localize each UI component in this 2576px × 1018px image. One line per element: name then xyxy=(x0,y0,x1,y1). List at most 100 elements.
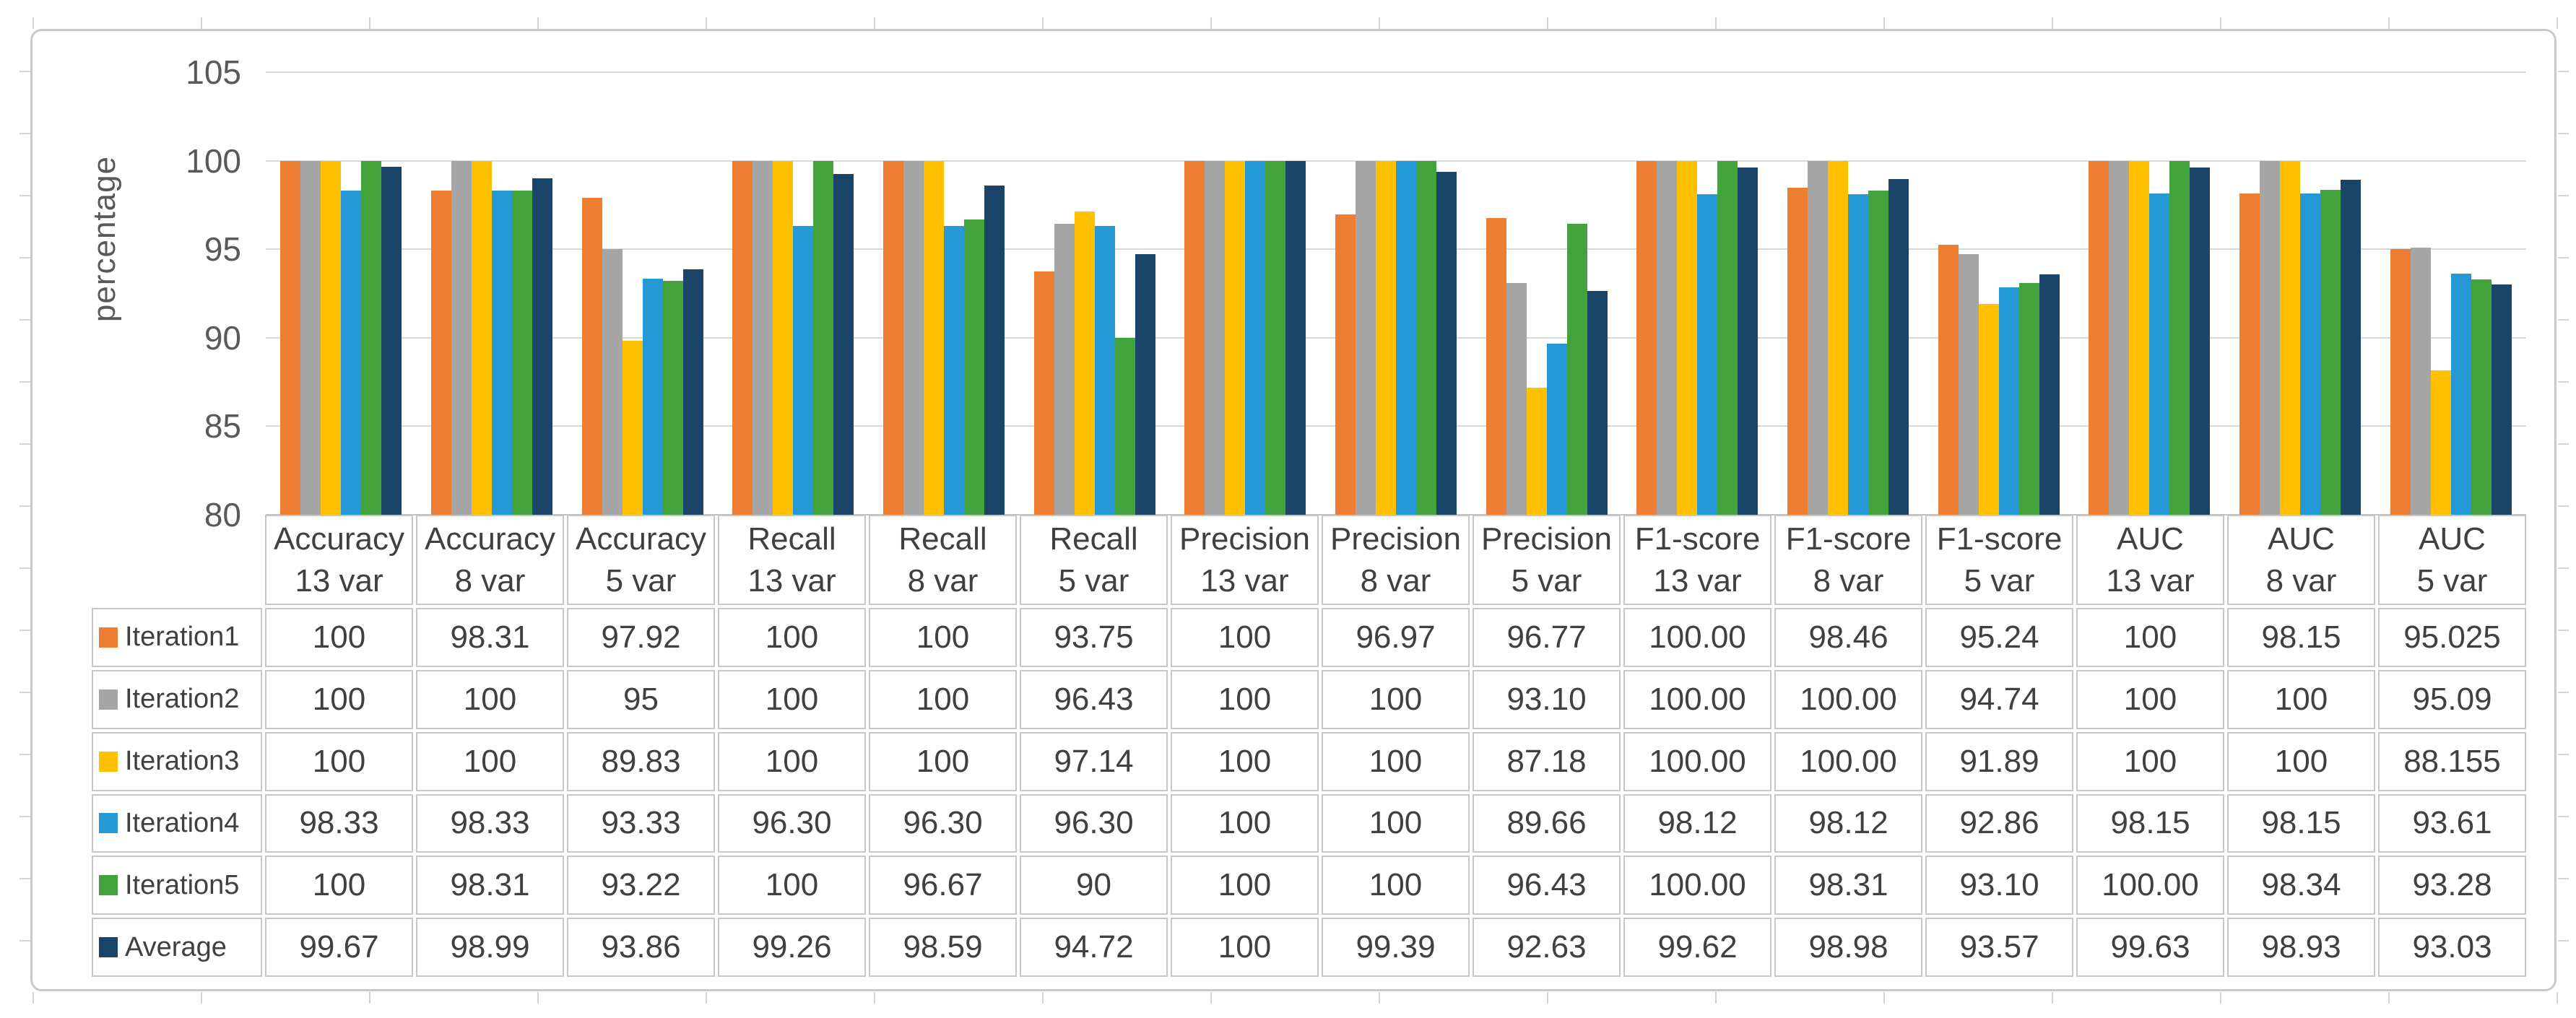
bar-iteration2 xyxy=(602,249,623,515)
category-metric-label: Precision xyxy=(1179,521,1310,557)
gridline-stub-top xyxy=(1379,17,1380,29)
category-header-cell: AUC 8 var xyxy=(2227,515,2375,605)
table-value-cell: 89.66 xyxy=(1473,793,1621,853)
table-value-cell: 87.18 xyxy=(1473,731,1621,791)
gridline-stub-top xyxy=(2557,17,2558,29)
category-metric-label: F1-score xyxy=(1634,521,1761,557)
table-value-cell: 100.00 xyxy=(1623,731,1771,791)
bar-average xyxy=(1135,254,1155,515)
table-value-cell: 98.99 xyxy=(416,918,564,977)
table-value-cell: 94.72 xyxy=(1020,918,1168,977)
bar-iteration4 xyxy=(1848,193,1868,515)
gridline-stub-right xyxy=(2558,381,2569,383)
bar-cluster xyxy=(883,160,1005,515)
y-tick-label: 105 xyxy=(186,53,241,91)
gridline-stub-right xyxy=(2558,319,2569,321)
table-value-cell: 93.57 xyxy=(1925,918,2073,977)
table-value-cell: 100 xyxy=(869,669,1017,729)
gridline-stub-top xyxy=(2220,17,2221,29)
gridline-stub-top xyxy=(1883,17,1885,29)
table-value-cell: 95.09 xyxy=(2378,669,2526,729)
table-value-cell: 96.67 xyxy=(869,856,1017,915)
table-value-cell: 100 xyxy=(265,856,413,915)
table-value-cell: 100 xyxy=(1171,669,1319,729)
bar-iteration4 xyxy=(1094,226,1115,515)
bar-cluster xyxy=(732,160,854,515)
gridline-stub-left xyxy=(19,567,30,569)
bar-average xyxy=(1738,167,1758,515)
table-value-cell: 100.00 xyxy=(1623,669,1771,729)
bar-iteration4 xyxy=(2450,274,2471,515)
bar-cluster xyxy=(280,160,402,515)
bar-iteration1 xyxy=(732,160,753,515)
gridline-stub-bottom xyxy=(2220,992,2221,1004)
bar-iteration3 xyxy=(1225,160,1246,515)
category-vars-label: 13 var xyxy=(1653,562,1742,599)
table-value-cell: 98.15 xyxy=(2076,793,2224,853)
bar-iteration1 xyxy=(431,191,451,515)
bar-iteration5 xyxy=(1265,160,1286,515)
gridline-stub-left xyxy=(19,505,30,507)
category-vars-label: 13 var xyxy=(2106,562,2195,599)
table-value-cell: 100 xyxy=(869,608,1017,667)
table-value-cell: 98.12 xyxy=(1623,793,1771,853)
gridline-stub-right xyxy=(2558,505,2569,507)
bar-iteration1 xyxy=(2239,193,2260,515)
category-metric-label: F1-score xyxy=(1936,521,2063,557)
bar-iteration4 xyxy=(793,226,814,515)
series-row-header: Iteration5 xyxy=(92,856,262,915)
table-value-cell: 98.33 xyxy=(416,793,564,853)
bar-iteration4 xyxy=(2300,193,2320,515)
data-table: Accuracy 13 var Accuracy 8 var Accuracy 5 var… xyxy=(92,515,2526,977)
bar-iteration5 xyxy=(1717,160,1738,515)
bar-iteration2 xyxy=(451,160,472,515)
gridline-stub-bottom xyxy=(537,992,539,1004)
table-value-cell: 96.43 xyxy=(1020,669,1168,729)
table-value-cell: 95.025 xyxy=(2378,608,2526,667)
category-vars-label: 13 var xyxy=(1200,562,1289,599)
gridline xyxy=(266,71,2526,73)
bar-iteration2 xyxy=(1205,160,1226,515)
bar-iteration3 xyxy=(472,160,492,515)
category-header-cell: Precision 5 var xyxy=(1473,515,1621,605)
table-value-cell: 100.00 xyxy=(1774,669,1922,729)
category-metric-label: AUC xyxy=(2117,521,2184,557)
table-value-cell: 98.31 xyxy=(416,608,564,667)
table-value-cell: 100 xyxy=(1322,793,1470,853)
category-metric-label: Recall xyxy=(1049,521,1138,557)
legend-key-average xyxy=(99,937,118,958)
bar-average xyxy=(2039,274,2060,515)
bar-iteration3 xyxy=(924,160,944,515)
bar-iteration2 xyxy=(1657,160,1678,515)
bar-iteration2 xyxy=(753,160,773,515)
category-header-cell: Accuracy 8 var xyxy=(416,515,564,605)
bar-iteration4 xyxy=(1998,287,2019,515)
legend-key-iteration4 xyxy=(99,813,118,834)
bar-iteration3 xyxy=(773,160,794,515)
table-value-cell: 98.33 xyxy=(265,793,413,853)
category-header-cell: Accuracy 13 var xyxy=(265,515,413,605)
table-value-cell: 100.00 xyxy=(1623,608,1771,667)
bar-iteration2 xyxy=(300,160,321,515)
gridline-stub-right xyxy=(2558,816,2569,817)
bar-iteration5 xyxy=(512,191,532,515)
series-name-label: Iteration5 xyxy=(125,869,240,900)
category-metric-label: Precision xyxy=(1481,521,1612,557)
gridline-stub-right xyxy=(2558,133,2569,134)
bar-average xyxy=(833,173,854,515)
bar-iteration5 xyxy=(361,160,382,515)
bar-iteration3 xyxy=(2129,160,2150,515)
table-value-cell: 96.77 xyxy=(1473,608,1621,667)
series-row-header: Iteration4 xyxy=(92,793,262,853)
bar-iteration1 xyxy=(1938,245,1959,515)
gridline-stub-top xyxy=(874,17,875,29)
gridline-stub-left xyxy=(19,692,30,693)
gridline-stub-right xyxy=(2558,443,2569,445)
category-metric-label: Accuracy xyxy=(425,521,555,557)
bar-iteration5 xyxy=(2169,160,2190,515)
gridline-stub-bottom xyxy=(2388,992,2390,1004)
legend-key-iteration3 xyxy=(99,751,118,772)
category-metric-label: AUC xyxy=(2419,521,2486,557)
gridline-stub-left xyxy=(19,940,30,941)
gridline-stub-bottom xyxy=(1210,992,1212,1004)
